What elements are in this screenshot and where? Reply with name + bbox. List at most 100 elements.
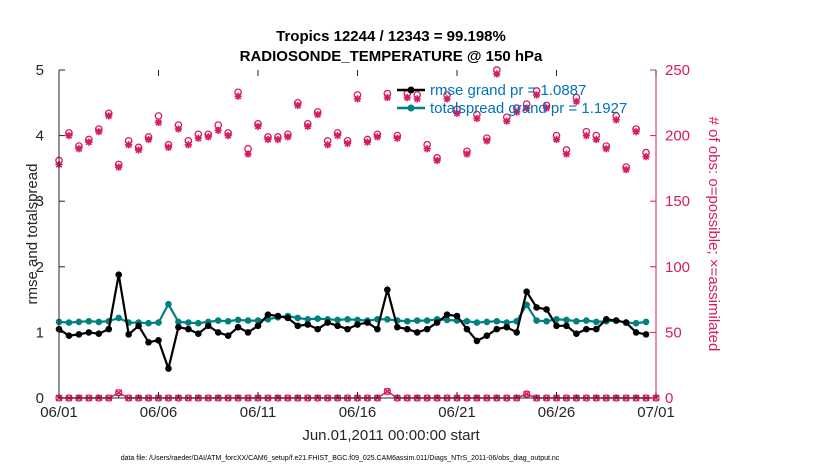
rmse-point <box>523 288 530 296</box>
obs-assimilated-point <box>473 114 481 123</box>
x-tick-label: 06/16 <box>339 404 377 421</box>
obs-assimilated-point <box>95 128 103 136</box>
data-file-footer: data file: /Users/raeder/DAI/ATM_forcXX/… <box>121 455 560 462</box>
obs-assimilated-point <box>353 95 362 103</box>
rmse-point <box>364 319 371 326</box>
totalspread-point <box>314 315 322 322</box>
totalspread-point <box>115 314 122 322</box>
rmse-point <box>573 330 580 338</box>
plot-background <box>59 70 656 398</box>
obs-assimilated-point <box>214 126 222 134</box>
obs-assimilated-point <box>523 104 531 112</box>
obs-assimilated-point <box>443 95 451 103</box>
totalspread-point <box>234 316 242 324</box>
obs-zero-assimilated-point <box>115 389 123 397</box>
rmse-point <box>105 325 113 333</box>
totalspread-point <box>553 315 560 323</box>
rmse-point <box>135 322 142 330</box>
obs-assimilated-point <box>343 139 352 148</box>
totalspread-point <box>75 318 83 326</box>
obs-assimilated-point <box>602 145 610 153</box>
rmse-point <box>304 321 312 328</box>
chart-title-line1: Tropics 12244 / 12343 = 99.198% <box>276 28 506 45</box>
rmse-point <box>75 331 83 338</box>
obs-assimilated-point <box>592 135 600 144</box>
legend: rmse grand pr = 1.0887 totalspread grand… <box>397 82 627 117</box>
obs-assimilated-point <box>413 95 421 103</box>
rmse-point <box>453 312 461 320</box>
rmse-point <box>533 304 540 311</box>
rmse-point <box>314 325 322 333</box>
obs-zero-possible-point <box>383 387 392 396</box>
obs-assimilated-point <box>612 116 620 124</box>
obs-assimilated-point <box>493 70 501 78</box>
totalspread-point <box>463 317 471 325</box>
obs-assimilated-point <box>483 137 491 145</box>
obs-assimilated-point <box>433 156 441 165</box>
totalspread-point <box>214 317 222 324</box>
rmse-point <box>503 323 511 331</box>
rmse-point <box>224 332 232 339</box>
obs-assimilated-point <box>503 117 511 125</box>
obs-assimilated-point <box>234 92 242 100</box>
totalspread-point <box>473 319 481 326</box>
totalspread-point <box>642 318 650 326</box>
rmse-point <box>473 337 481 345</box>
totalspread-point <box>294 314 302 322</box>
totalspread-point <box>65 319 73 326</box>
totalspread-point <box>195 319 202 327</box>
obs-assimilated-point <box>204 133 212 141</box>
rmse-point <box>354 321 361 328</box>
obs-assimilated-point <box>513 108 521 116</box>
rmse-point <box>125 331 132 338</box>
rmse-point <box>602 315 610 323</box>
y-right-tick-label: 100 <box>665 259 690 276</box>
totalspread-point <box>543 317 550 325</box>
obs-assimilated-point <box>85 138 93 146</box>
rmse-point <box>175 323 182 331</box>
obs-assimilated-point <box>363 138 372 146</box>
legend-spread-label: totalspread grand pr = 1.1927 <box>430 100 627 117</box>
plot-area <box>59 70 656 398</box>
rmse-point <box>344 325 351 333</box>
rmse-point <box>583 325 590 333</box>
totalspread-point <box>85 317 93 325</box>
legend-rmse-marker <box>407 86 415 94</box>
obs-assimilated-point <box>224 132 232 140</box>
rmse-point <box>483 332 491 339</box>
totalspread-point <box>403 317 411 325</box>
rmse-point <box>204 322 212 330</box>
obs-assimilated-point <box>393 134 401 142</box>
x-axis-label: Jun.01,2011 00:00:00 start <box>302 427 480 444</box>
rmse-point <box>65 332 73 339</box>
totalspread-point <box>244 317 252 324</box>
rmse-point <box>165 365 172 372</box>
chart-title-line2: RADIOSONDE_TEMPERATURE @ 150 hPa <box>240 48 543 65</box>
obs-assimilated-point <box>105 112 113 120</box>
y-right-tick-label: 200 <box>665 128 690 145</box>
x-tick-label: 06/11 <box>240 404 276 421</box>
obs-assimilated-point <box>542 104 551 112</box>
axes: 06/01 06/06 06/11 06/16 06/21 06/26 07/0101234… <box>36 62 690 421</box>
rmse-point <box>185 325 192 333</box>
totalspread-point <box>344 315 351 323</box>
obs-assimilated-point <box>254 122 262 131</box>
obs-assimilated-point <box>244 150 252 158</box>
rmse-point <box>593 325 600 333</box>
rmse-point <box>513 329 520 336</box>
rmse-point <box>324 319 331 326</box>
y-axis-right-label: # of obs: o=possible; ×=assimilated <box>705 117 722 352</box>
rmse-point <box>493 325 501 333</box>
rmse-point <box>115 271 122 278</box>
totalspread-point <box>185 319 192 326</box>
obs-assimilated-point <box>383 93 391 102</box>
obs-assimilated-point <box>463 150 471 158</box>
totalspread-point <box>155 319 162 326</box>
y-left-tick-label: 2 <box>36 259 44 276</box>
rmse-point <box>145 338 152 346</box>
rmse-point <box>403 325 411 333</box>
x-tick-label: 06/01 <box>40 404 78 421</box>
totalspread-point <box>413 317 421 324</box>
obs-assimilated-point <box>632 128 640 136</box>
